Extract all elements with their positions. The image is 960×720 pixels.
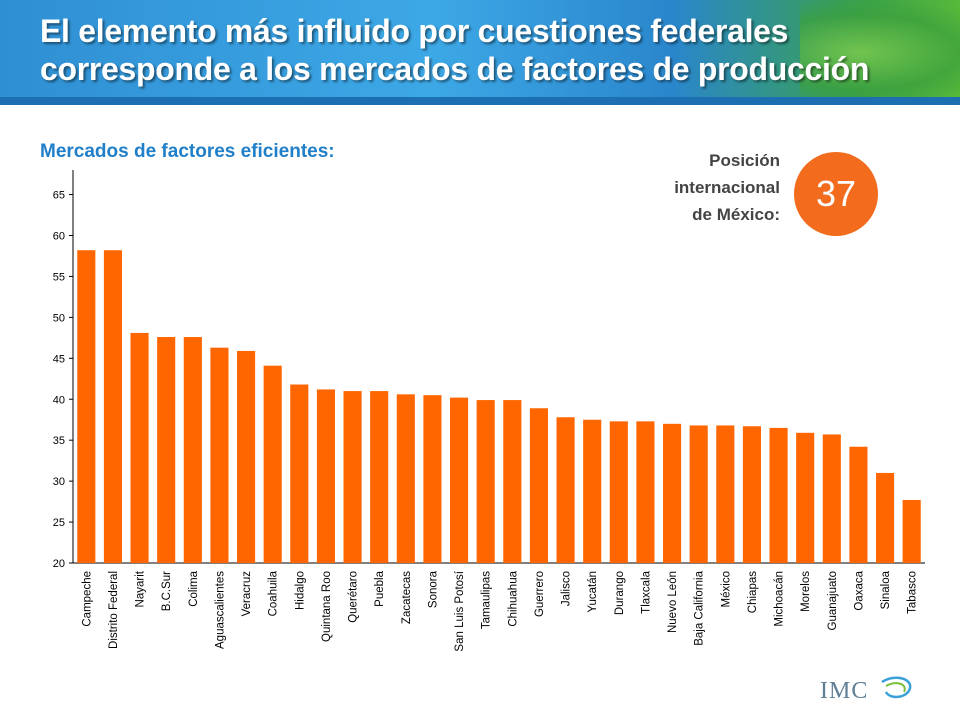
title-banner: El elemento más influido por cuestiones … [0,0,960,105]
x-tick-label: B.C.Sur [161,571,173,611]
bar [503,400,522,563]
x-tick-label: Nayarit [135,570,147,607]
banner-shadow [0,97,960,105]
x-tick-label: Tamaulipas [481,571,493,629]
bar [636,421,655,563]
bar [210,347,229,563]
y-tick-label: 65 [53,190,65,202]
bar [423,395,442,563]
x-tick-label: Campeche [81,571,93,627]
bar [876,472,895,563]
x-tick-label: Sonora [427,570,439,608]
banner-decoration [800,0,960,105]
x-tick-label: México [720,571,732,607]
bar [237,350,256,563]
y-tick-label: 60 [53,231,65,243]
bar [663,423,682,563]
x-tick-label: Nuevo León [667,571,679,633]
y-tick-label: 20 [53,558,65,570]
bar [183,337,202,563]
x-tick-label: Yucatán [587,571,599,613]
bar [130,332,149,563]
bar [77,250,96,564]
bar [529,408,548,563]
logo-swirl-accent-icon [885,682,906,693]
x-tick-label: Oaxaca [853,570,865,610]
x-tick-label: Chihuahua [507,570,519,626]
bar [822,434,841,563]
y-tick-label: 40 [53,394,65,406]
y-tick-label: 35 [53,435,65,447]
ranking-label: Posición internacional de México: [674,151,780,224]
bar [343,391,362,563]
chart-subtitle: Mercados de factores eficientes: [40,141,335,162]
bar [450,397,469,563]
x-tick-label: Michoacán [774,571,786,627]
imco-logo: IMC [820,676,912,704]
x-tick-label: Puebla [374,570,386,606]
x-tick-label: Chiapas [747,571,759,613]
bar [370,391,389,563]
bar [157,337,176,563]
bar [609,421,628,563]
bar [849,446,868,563]
bar [742,426,761,563]
bar [796,432,815,563]
bar [396,394,415,563]
bar [316,389,335,563]
x-tick-label: Tlaxcala [640,570,652,613]
x-tick-label: Morelos [800,571,812,612]
bar [263,365,282,563]
x-tick-label: Hidalgo [294,571,306,610]
x-tick-label: Veracruz [241,571,253,617]
bar [290,384,309,563]
y-tick-label: 55 [53,271,65,283]
bar [583,419,602,563]
y-tick-label: 25 [53,517,65,529]
x-tick-label: San Luis Potosí [454,570,466,651]
x-tick-label: Sinaloa [880,570,892,609]
x-tick-label: Tabasco [907,571,919,614]
x-tick-label: Durango [614,571,626,615]
bar [556,417,575,563]
x-tick-label: Guerrero [534,571,546,617]
ranking-badge: 37 [794,152,878,236]
bar [103,250,122,564]
x-tick-label: Zacatecas [401,571,413,624]
x-tick-label: Querétaro [348,571,360,623]
x-tick-label: Jalisco [561,571,573,606]
x-tick-label: Aguascalientes [214,571,226,649]
bar [902,499,921,563]
x-tick-label: Coahuila [268,570,280,616]
bar-chart: 20 25 30 35 40 45 50 55 60 65 Campeche Distrito Fed… [53,170,925,652]
y-tick-label: 30 [53,476,65,488]
x-tick-label: Quintana Roo [321,571,333,642]
page-title: El elemento más influido por cuestiones … [40,13,870,87]
bar [689,425,708,563]
x-tick-label: Guanajuato [827,571,839,630]
y-tick-label: 45 [53,353,65,365]
bar [769,427,788,563]
x-tick-label: Distrito Federal [108,571,120,649]
y-tick-label: 50 [53,312,65,324]
bar [476,400,495,563]
x-tick-label: Colima [188,570,200,606]
x-tick-label: Baja California [694,570,706,645]
bar [716,425,735,563]
logo-swirl-icon [881,676,912,699]
logo-text: IMC [820,678,868,704]
